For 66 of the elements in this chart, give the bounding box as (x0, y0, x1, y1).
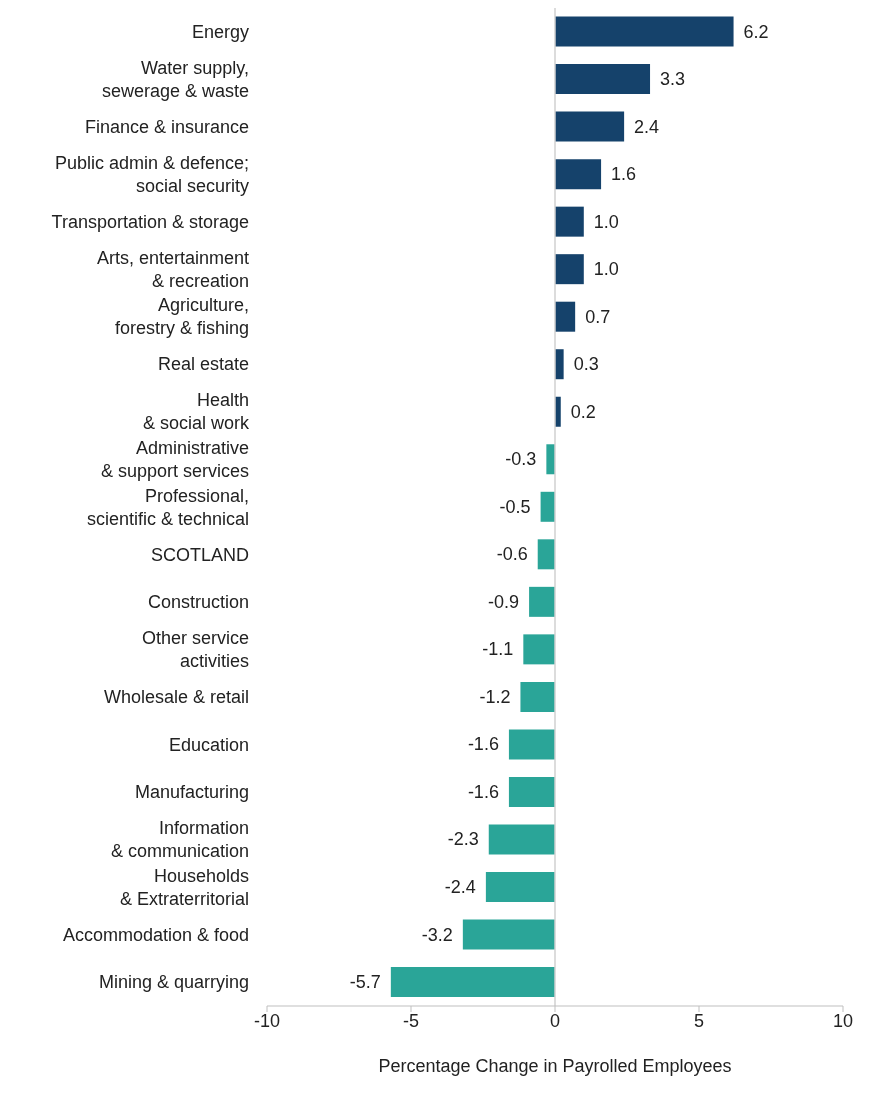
x-axis-title: Percentage Change in Payrolled Employees (378, 1056, 732, 1076)
y-tick-label: Finance & insurance (84, 116, 249, 137)
y-tick-label: Health & social work (142, 390, 250, 434)
bar (537, 539, 555, 570)
y-tick-label: Other service activities (141, 628, 249, 672)
bar (555, 111, 625, 142)
y-tick-label: Energy (191, 21, 249, 42)
bar (555, 64, 651, 95)
data-label: 1.6 (611, 164, 637, 185)
y-tick-label: Accommodation & food (62, 924, 249, 945)
x-tick-label: -5 (402, 1010, 420, 1031)
data-label: -0.9 (488, 591, 520, 612)
y-tick-label: Households & Extraterritorial (119, 865, 249, 909)
x-tick-label: 10 (832, 1010, 854, 1031)
data-label: 1.0 (593, 259, 619, 280)
y-tick-label: Construction (147, 592, 249, 613)
bar (529, 586, 555, 617)
x-tick-label: 5 (693, 1010, 705, 1031)
bar (555, 159, 602, 190)
data-label: 6.2 (743, 21, 769, 42)
bar (390, 967, 555, 998)
y-tick-label: Transportation & storage (51, 211, 249, 232)
bar (485, 871, 555, 902)
data-label: 1.0 (593, 211, 619, 232)
data-label: -1.2 (479, 686, 511, 707)
y-tick-label: Wholesale & retail (103, 687, 249, 708)
data-label: -2.3 (447, 829, 479, 850)
data-label: 3.3 (660, 69, 686, 90)
y-tick-label: Mining & quarrying (98, 972, 249, 993)
bar (555, 301, 576, 332)
data-label: 0.2 (570, 401, 596, 422)
data-label: -0.3 (505, 449, 537, 470)
data-label: -1.6 (467, 734, 499, 755)
data-label: -0.6 (496, 544, 528, 565)
data-label: -0.5 (499, 496, 531, 517)
y-tick-label: Professional, scientific & technical (86, 485, 249, 529)
bar (520, 681, 555, 712)
y-tick-label: Public admin & defence; social security (54, 152, 249, 196)
y-tick-label: Administrative & support services (100, 437, 249, 481)
bar (523, 634, 555, 665)
y-tick-label: SCOTLAND (150, 544, 249, 565)
data-label: -1.6 (467, 781, 499, 802)
y-tick-label: Agriculture, forestry & fishing (114, 295, 249, 339)
data-label: -3.2 (421, 924, 453, 945)
bar (462, 919, 555, 950)
bar (555, 16, 734, 47)
y-tick-label: Information & communication (110, 818, 249, 862)
bar (508, 729, 555, 760)
y-tick-label: Water supply, sewerage & waste (101, 57, 249, 101)
bar (488, 824, 555, 855)
y-tick-label: Manufacturing (134, 782, 249, 803)
x-tick-label: -10 (253, 1010, 281, 1031)
bar (555, 206, 584, 237)
x-tick-label: 0 (549, 1010, 561, 1031)
data-label: -5.7 (349, 972, 381, 993)
y-tick-label: Arts, entertainment & recreation (96, 247, 249, 291)
data-label: 0.3 (573, 354, 599, 375)
data-label: 2.4 (634, 116, 660, 137)
data-label: 0.7 (585, 306, 611, 327)
bar (508, 776, 555, 807)
bar (540, 491, 555, 522)
bar (555, 254, 584, 285)
y-tick-label: Education (168, 734, 249, 755)
data-label: -2.4 (444, 876, 476, 897)
y-tick-label: Real estate (157, 354, 249, 375)
data-label: -1.1 (482, 639, 514, 660)
